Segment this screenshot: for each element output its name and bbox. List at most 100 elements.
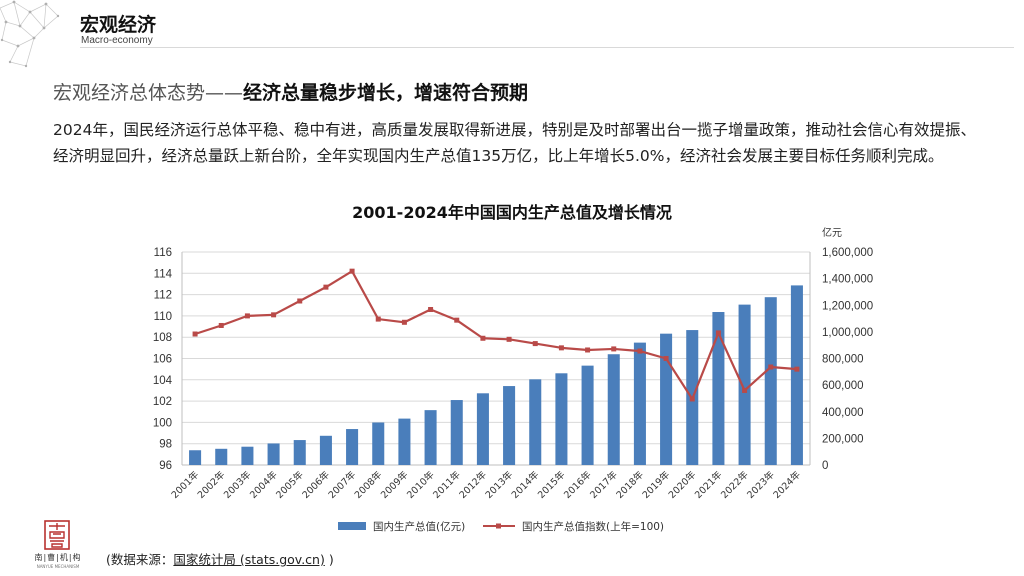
x-tick-label: 2010年: [404, 468, 437, 501]
y-left-tick-label: 108: [153, 332, 172, 344]
data-source: (数据来源：国家统计局 (stats.gov.cn) ): [106, 549, 334, 568]
x-tick-label: 2007年: [326, 468, 359, 501]
growth-index-point: [585, 347, 591, 353]
growth-index-point: [192, 331, 198, 337]
y-right-tick-label: 1,400,000: [822, 274, 873, 286]
y-left-tick-label: 112: [154, 290, 172, 302]
logo-name: 南|曹|机|构: [34, 553, 82, 562]
y-right-tick-label: 400,000: [822, 407, 864, 419]
y-left-tick-label: 102: [153, 396, 172, 408]
gdp-bar: [346, 429, 359, 465]
gdp-bar: [398, 418, 411, 465]
gdp-bar: [790, 285, 803, 465]
x-tick-label: 2024年: [771, 468, 804, 501]
gdp-bar: [450, 400, 463, 465]
summary-paragraph: 2024年，国民经济运行总体平稳、稳中有进，高质量发展取得新进展，特别是及时部署…: [53, 121, 976, 165]
x-tick-label: 2008年: [352, 468, 385, 501]
slide-heading: 宏观经济总体态势——经济总量稳步增长，增速符合预期: [53, 78, 528, 105]
growth-index-point: [428, 307, 434, 313]
y-left-tick-label: 98: [159, 439, 172, 451]
growth-index-point: [480, 335, 486, 341]
growth-index-point: [794, 366, 800, 372]
x-tick-label: 2001年: [169, 468, 202, 501]
growth-index-line: [194, 270, 798, 401]
growth-index-point: [218, 322, 224, 328]
gdp-bar: [660, 333, 673, 465]
x-tick-label: 2005年: [274, 468, 307, 501]
growth-index-point: [768, 364, 774, 370]
y-left-tick-label: 104: [153, 375, 173, 387]
legend-line-label: 国内生产总值指数(上年=100): [522, 520, 664, 533]
gdp-bar: [633, 342, 646, 465]
y-left-tick-label: 106: [153, 354, 172, 366]
y-left-tick-label: 96: [159, 460, 172, 472]
x-tick-label: 2009年: [378, 468, 411, 501]
section-subtitle: Macro-economy: [81, 35, 153, 46]
growth-index-point: [558, 345, 564, 351]
heading-emphasis: 经济总量稳步增长，增速符合预期: [243, 82, 529, 104]
gdp-bar: [241, 446, 254, 465]
gdp-bar: [215, 448, 228, 465]
gdp-bar: [529, 379, 542, 465]
source-suffix: ): [324, 552, 334, 567]
y-left-tick-label: 100: [153, 417, 172, 429]
gdp-bar: [189, 450, 202, 465]
gdp-bar: [555, 373, 568, 465]
x-tick-label: 2015年: [535, 468, 568, 501]
y-right-tick-label: 600,000: [822, 380, 864, 392]
x-tick-label: 2018年: [614, 468, 647, 501]
x-tick-label: 2022年: [718, 468, 751, 501]
growth-index-point: [742, 387, 748, 393]
gdp-bar: [372, 422, 385, 465]
y-right-tick-label: 1,000,000: [822, 327, 873, 339]
growth-index-point: [637, 348, 643, 354]
growth-index-point: [271, 312, 277, 318]
growth-index-point: [532, 341, 538, 347]
gdp-bar: [581, 365, 594, 465]
growth-index-point: [244, 313, 250, 319]
legend-bar-label: 国内生产总值(亿元): [373, 520, 465, 533]
logo-english: NANYUE MECHANISM: [36, 564, 80, 569]
growth-index-point: [454, 317, 460, 323]
y-right-tick-label: 800,000: [822, 354, 864, 366]
growth-index-point: [297, 298, 303, 304]
x-tick-label: 2011年: [431, 468, 464, 501]
legend-bar-swatch: [338, 522, 366, 530]
gdp-bar: [738, 304, 751, 465]
y-left-tick-label: 114: [154, 268, 173, 280]
x-tick-label: 2006年: [300, 468, 333, 501]
gdp-bar: [319, 435, 332, 465]
gdp-bar: [607, 354, 620, 465]
y-right-tick-label: 1,200,000: [822, 300, 873, 312]
x-tick-label: 2023年: [745, 468, 778, 501]
y-right-tick-label: 200,000: [822, 433, 864, 445]
heading-lead: 宏观经济总体态势: [53, 82, 206, 104]
x-tick-label: 2013年: [483, 468, 516, 501]
chart-title: 2001-2024年中国国内生产总值及增长情况: [352, 203, 672, 222]
gdp-bar: [424, 410, 437, 465]
legend-line-marker: [496, 523, 501, 529]
x-tick-label: 2021年: [692, 468, 725, 501]
y-right-tick-label: 0: [822, 460, 828, 472]
section-title: 宏观经济: [80, 14, 157, 36]
x-tick-label: 2002年: [195, 468, 228, 501]
growth-index-point: [663, 356, 669, 361]
y-right-unit-label: 亿元: [822, 226, 842, 239]
gdp-bar: [503, 386, 516, 465]
source-prefix: (数据来源：: [106, 552, 174, 567]
y-left-tick-label: 116: [154, 247, 172, 259]
growth-index-point: [715, 330, 721, 336]
network-decoration: [0, 0, 60, 68]
source-link[interactable]: 国家统计局 (stats.gov.cn): [173, 552, 325, 567]
gdp-bar: [267, 443, 280, 465]
x-tick-label: 2016年: [561, 468, 594, 501]
gdp-bar: [476, 393, 489, 465]
growth-index-point: [689, 396, 695, 402]
x-tick-label: 2019年: [640, 468, 673, 501]
x-tick-label: 2012年: [457, 468, 490, 501]
x-tick-label: 2014年: [509, 468, 542, 501]
gdp-bar: [712, 312, 725, 465]
header-divider: [80, 47, 1014, 48]
growth-index-point: [506, 336, 512, 342]
